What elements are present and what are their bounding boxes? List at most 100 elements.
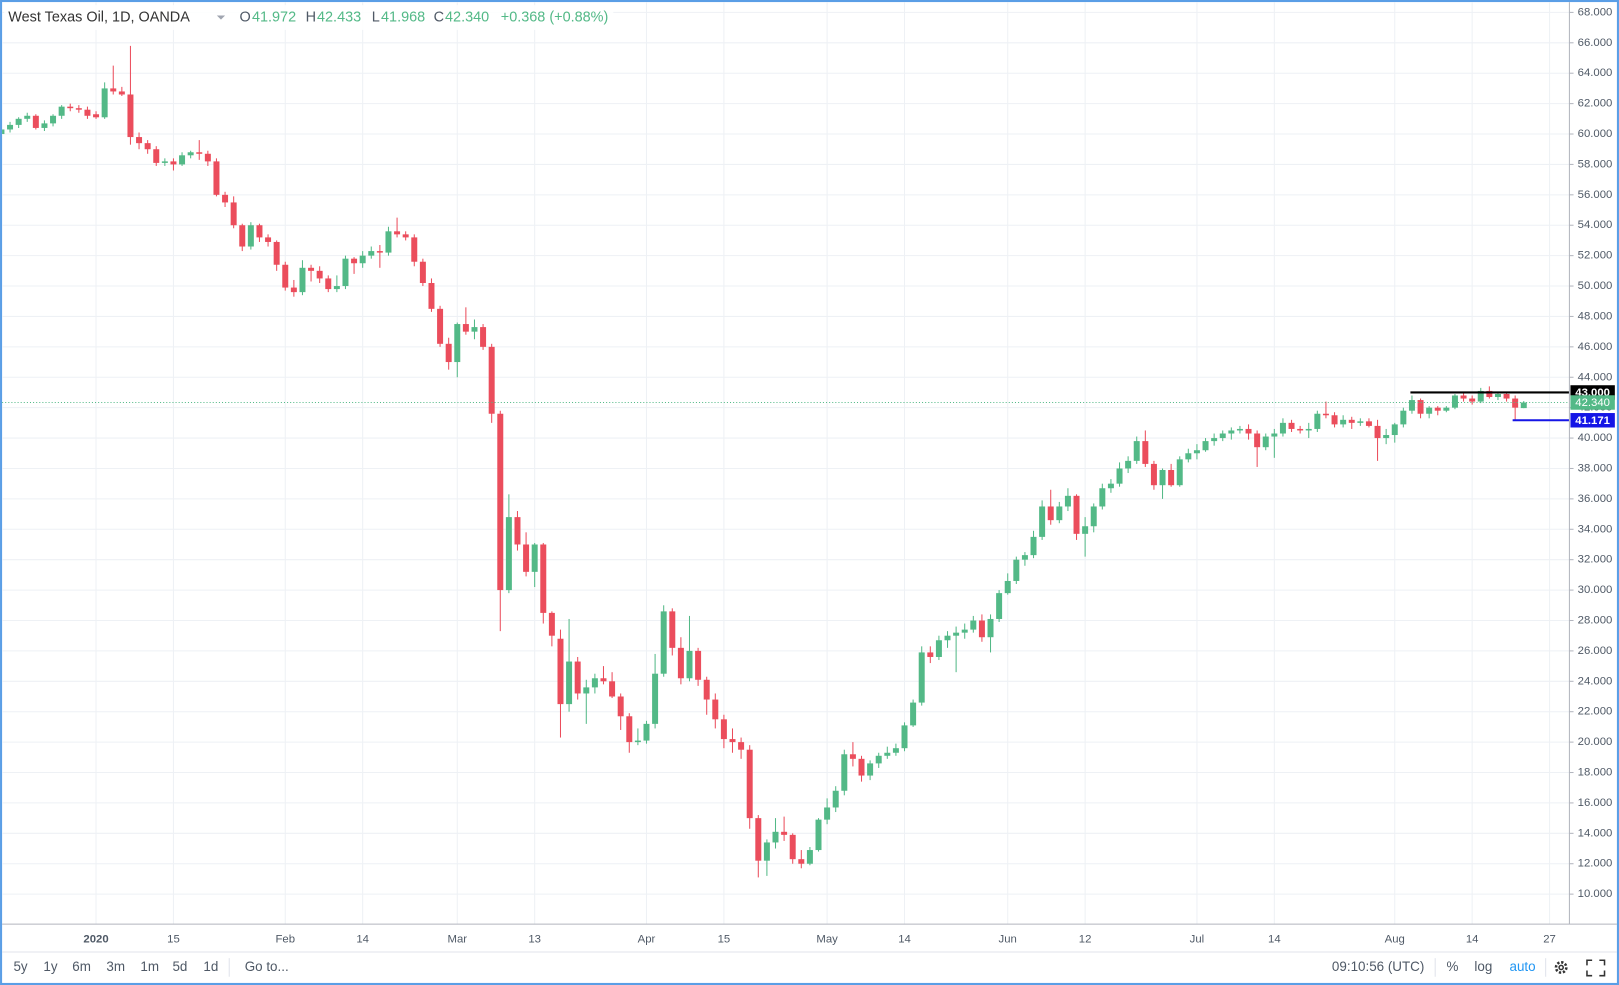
candle-body xyxy=(617,696,624,717)
candle-body xyxy=(1004,580,1011,594)
candle-body xyxy=(1503,393,1510,399)
x-tick-label: Feb xyxy=(275,934,295,946)
candle-body xyxy=(1211,438,1218,442)
candle-body xyxy=(935,640,942,657)
y-tick-label: 14.000 xyxy=(1578,827,1613,839)
candle-body xyxy=(789,834,796,860)
candle-body xyxy=(781,831,788,835)
candle-body xyxy=(720,719,727,740)
range-button[interactable]: 1m xyxy=(140,959,159,974)
price-badge-label: 42.340 xyxy=(1575,397,1610,409)
candle-body xyxy=(944,635,951,641)
y-tick-label: 38.000 xyxy=(1578,462,1613,474)
high-label: H xyxy=(306,9,316,25)
settings-button[interactable] xyxy=(1554,960,1568,974)
candle-body xyxy=(729,739,736,743)
candle-body xyxy=(1125,460,1132,469)
candle-body xyxy=(239,225,246,247)
candle-body xyxy=(1512,398,1519,408)
candle-body xyxy=(488,346,495,414)
candle-body xyxy=(978,620,985,638)
y-tick-label: 40.000 xyxy=(1578,432,1613,444)
range-button[interactable]: 5d xyxy=(172,959,187,974)
range-button[interactable]: 1d xyxy=(203,959,218,974)
candle-body xyxy=(1254,433,1261,448)
candle-body xyxy=(643,723,650,741)
y-tick-label: 68.000 xyxy=(1578,6,1613,18)
candle-body xyxy=(738,742,745,750)
candle-body xyxy=(179,155,186,165)
candle-body xyxy=(1185,453,1192,460)
candle-body xyxy=(987,618,994,638)
candle-body xyxy=(1408,400,1415,411)
candle-body xyxy=(1090,506,1097,527)
range-button[interactable]: 6m xyxy=(72,959,91,974)
close-value: 42.340 xyxy=(445,9,489,25)
candle-body xyxy=(110,88,117,92)
fullscreen-button[interactable] xyxy=(1586,959,1606,977)
y-tick-label: 52.000 xyxy=(1578,250,1613,262)
candle-body xyxy=(299,267,306,293)
percent-toggle[interactable]: % xyxy=(1447,959,1459,974)
plot-area xyxy=(2,45,1570,878)
candle-body xyxy=(677,647,684,679)
candle-body xyxy=(1417,400,1424,414)
y-tick-label: 64.000 xyxy=(1578,67,1613,79)
candle-body xyxy=(136,137,143,144)
x-tick-label: 12 xyxy=(1079,934,1092,946)
candle-body xyxy=(1434,407,1441,411)
candle-body xyxy=(953,632,960,636)
candle-body xyxy=(695,650,702,680)
candle-body xyxy=(1099,488,1106,507)
candle-body xyxy=(1116,468,1123,484)
candle-body xyxy=(626,716,633,743)
candle-body xyxy=(669,611,676,648)
goto-button[interactable]: Go to... xyxy=(245,959,289,974)
open-value: 41.972 xyxy=(252,9,296,25)
candle-body xyxy=(867,763,874,776)
candle-body xyxy=(480,327,487,347)
candle-body xyxy=(531,544,538,572)
y-tick-label: 60.000 xyxy=(1578,128,1613,140)
candle-body xyxy=(1357,421,1364,423)
candle-body xyxy=(127,94,134,138)
candle-body xyxy=(996,593,1003,619)
range-button[interactable]: 3m xyxy=(106,959,125,974)
candle-body xyxy=(1150,463,1157,486)
x-tick-label: 27 xyxy=(1543,934,1556,946)
caret[interactable] xyxy=(216,15,226,20)
x-tick-label: Jun xyxy=(999,934,1017,946)
auto-toggle[interactable]: auto xyxy=(1510,959,1536,974)
y-tick-label: 26.000 xyxy=(1578,645,1613,657)
candle-body xyxy=(1443,407,1450,411)
candle-body xyxy=(351,258,358,264)
log-toggle[interactable]: log xyxy=(1474,959,1492,974)
candle-body xyxy=(1064,495,1071,507)
candle-body xyxy=(497,413,504,591)
candle-body xyxy=(1262,436,1269,448)
y-tick-label: 24.000 xyxy=(1578,675,1613,687)
candle-body xyxy=(58,106,65,116)
candle-body xyxy=(1391,424,1398,436)
y-tick-label: 22.000 xyxy=(1578,706,1613,718)
range-button[interactable]: 5y xyxy=(13,959,27,974)
candle-body xyxy=(1477,390,1484,402)
symbol[interactable]: West Texas Oil, 1D, OANDA xyxy=(8,9,190,25)
candle-body xyxy=(557,638,564,705)
candle-body xyxy=(798,859,805,864)
y-tick-label: 34.000 xyxy=(1578,523,1613,535)
candle-body xyxy=(849,754,856,759)
x-tick-label: Aug xyxy=(1385,934,1405,946)
candle-body xyxy=(15,118,22,125)
range-button[interactable]: 1y xyxy=(43,959,57,974)
candle-body xyxy=(1365,421,1372,426)
open-label: O xyxy=(240,9,251,25)
y-tick-label: 12.000 xyxy=(1578,858,1613,870)
candle-body xyxy=(437,308,444,344)
candle-body xyxy=(1520,402,1527,409)
close-label: C xyxy=(434,9,444,25)
candle-body xyxy=(2,129,5,135)
candle-body xyxy=(1056,506,1063,521)
candle-body xyxy=(1228,430,1235,434)
y-tick-label: 66.000 xyxy=(1578,37,1613,49)
